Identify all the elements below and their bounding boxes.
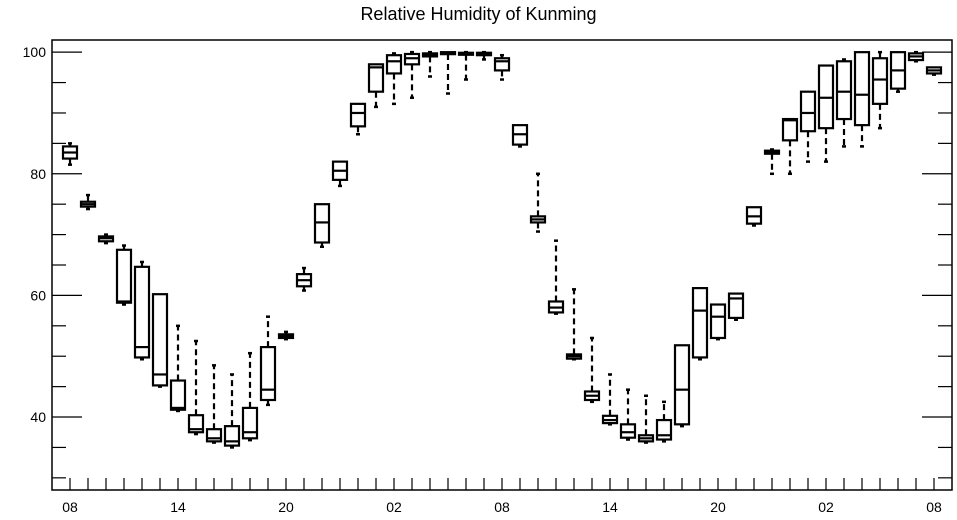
y-tick-label: 100 (23, 44, 47, 60)
box-item (367, 63, 385, 109)
box-item (457, 50, 475, 81)
box-item (817, 64, 835, 163)
box-item (313, 203, 331, 249)
box-item (241, 351, 259, 442)
box-item (781, 117, 799, 176)
x-tick-label: 08 (926, 499, 942, 515)
box-iqr (169, 379, 187, 411)
box-item (655, 400, 673, 443)
box-item (277, 330, 295, 341)
y-tick-label: 40 (30, 409, 46, 425)
box-iqr (151, 293, 169, 387)
y-tick-label: 80 (30, 166, 46, 182)
box-iqr (835, 60, 853, 121)
box-item (925, 66, 943, 76)
box-item (151, 293, 169, 388)
box-item (133, 260, 151, 361)
box-item (619, 388, 637, 441)
box-iqr (673, 344, 691, 426)
tick-labels: 40 60 80 100 08 14 20 02 08 14 20 02 08 (23, 44, 942, 515)
x-tick-label: 02 (818, 499, 834, 515)
box-item (403, 50, 421, 100)
box-item (763, 148, 781, 176)
box-item (745, 206, 763, 227)
box-item (259, 315, 277, 407)
box-iqr (115, 248, 133, 304)
box-iqr (871, 57, 889, 105)
x-tick-label: 08 (62, 499, 78, 515)
box-item (709, 303, 727, 341)
box-item (349, 102, 367, 136)
box-iqr (259, 345, 277, 402)
box-iqr (799, 90, 817, 133)
x-tick-label: 20 (278, 499, 294, 515)
box-iqr (385, 54, 403, 75)
box-item (475, 50, 493, 61)
box-item (439, 51, 457, 95)
box-item (511, 124, 529, 148)
box-item (61, 142, 79, 166)
y-tick-label: 60 (30, 287, 46, 303)
plot-frame (51, 39, 953, 491)
box-item (907, 50, 925, 63)
box-item (115, 244, 133, 306)
box-item (223, 373, 241, 449)
box-item (385, 52, 403, 106)
box-iqr (241, 406, 259, 440)
axis-ticks (52, 51, 952, 490)
x-tick-label: 02 (386, 499, 402, 515)
box-item (565, 288, 583, 361)
box-item (187, 339, 205, 436)
box-item (421, 50, 439, 78)
box-item (205, 364, 223, 444)
box-item (169, 324, 187, 413)
box-series (61, 50, 943, 449)
box-iqr (133, 265, 151, 359)
box-item (637, 394, 655, 444)
box-item (727, 292, 745, 321)
box-iqr (349, 102, 367, 128)
box-item (799, 90, 817, 163)
box-item (583, 336, 601, 404)
box-item (601, 373, 619, 426)
box-item (295, 266, 313, 292)
box-iqr (367, 63, 385, 93)
box-iqr (709, 303, 727, 340)
box-iqr (223, 425, 241, 447)
box-item (529, 172, 547, 233)
box-iqr (727, 292, 745, 320)
box-iqr (619, 423, 637, 439)
box-item (691, 287, 709, 361)
box-item (835, 58, 853, 148)
box-item (493, 53, 511, 81)
box-iqr (187, 414, 205, 434)
box-iqr (655, 418, 673, 441)
box-item (673, 344, 691, 428)
box-iqr (205, 428, 223, 443)
box-item (547, 239, 565, 315)
box-iqr (853, 51, 871, 127)
chart-title: Relative Humidity of Kunming (360, 4, 597, 24)
x-tick-label: 20 (710, 499, 726, 515)
box-item (331, 160, 349, 188)
box-iqr (493, 57, 511, 72)
box-item (871, 50, 889, 130)
box-iqr (781, 117, 799, 142)
x-tick-label: 14 (170, 499, 186, 515)
box-item (97, 233, 115, 245)
box-item (79, 193, 97, 211)
box-item (889, 51, 907, 93)
box-item (853, 51, 871, 148)
x-tick-label: 08 (494, 499, 510, 515)
x-tick-label: 14 (602, 499, 618, 515)
box-iqr (691, 287, 709, 359)
